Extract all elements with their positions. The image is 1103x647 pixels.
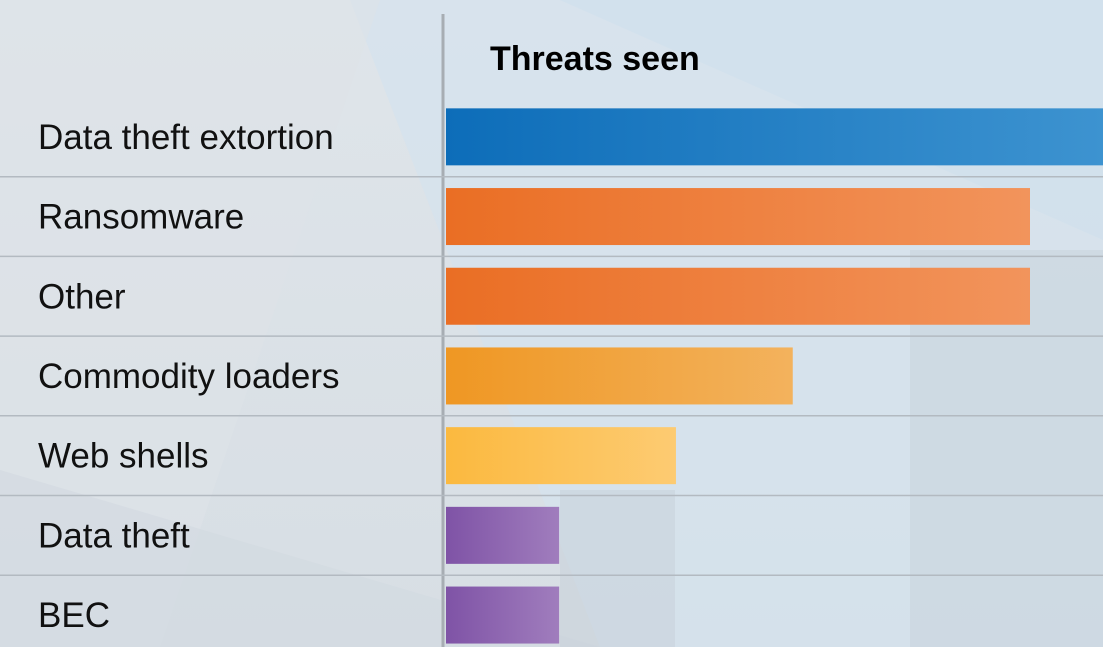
value-column-header: Threats seen (490, 40, 700, 78)
category-labels: Data theft extortion Ransomware Other Commo… (38, 118, 340, 635)
bar-other (446, 267, 1030, 325)
category-label: Data theft extortion (38, 118, 334, 157)
bar-web-shells (446, 427, 676, 485)
category-label: Commodity loaders (38, 357, 340, 396)
category-label: Ransomware (38, 198, 244, 237)
bar-bec (446, 586, 560, 644)
bar-data-theft (446, 506, 560, 564)
bar-data-theft-extortion (446, 108, 1103, 166)
category-label: BEC (38, 596, 110, 635)
category-label: Other (38, 277, 126, 316)
category-label: Data theft (38, 516, 190, 555)
bar-ransomware (446, 188, 1030, 246)
category-label: Web shells (38, 437, 209, 476)
bar-commodity-loaders (446, 347, 793, 405)
row-separators (0, 175, 1103, 576)
bars (446, 108, 1103, 644)
